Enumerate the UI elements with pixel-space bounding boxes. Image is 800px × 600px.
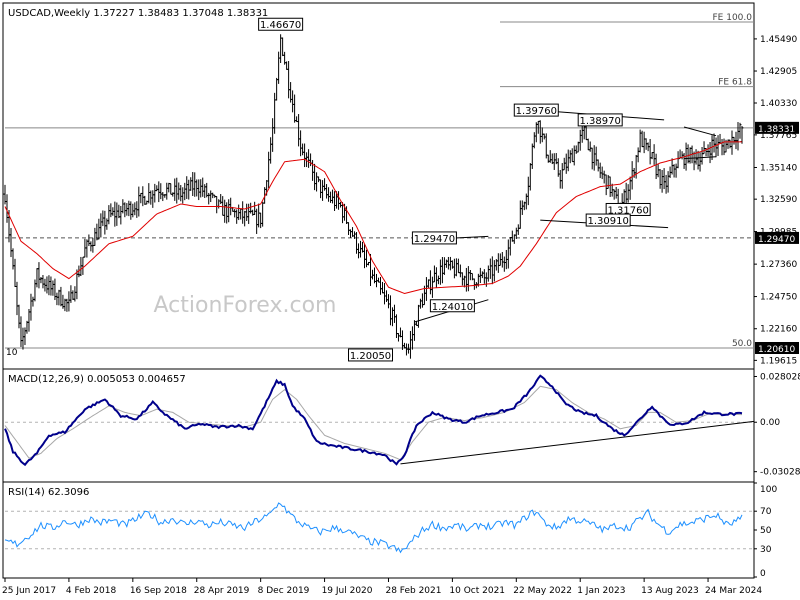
x-tick-label: 19 Jul 2020	[322, 586, 373, 596]
annotation-box	[577, 113, 623, 127]
y-tick-label: 1.19615	[760, 356, 797, 366]
rsi-y-tick-label: 50	[760, 526, 772, 536]
trendline	[683, 126, 717, 137]
rsi-title: RSI(14) 62.3096	[8, 487, 89, 498]
price-tag-box	[755, 231, 799, 244]
annotation-label: 1.30910	[588, 216, 629, 227]
price-panel	[2, 2, 755, 370]
annotation-box	[411, 231, 457, 245]
price-title: USDCAD,Weekly 1.37227 1.38483 1.37048 1.…	[8, 8, 268, 19]
annotation-label: 1.31760	[607, 205, 648, 216]
annotation-label: 1.20050	[350, 351, 391, 362]
y-tick-label: 1.42905	[760, 67, 797, 77]
rsi-panel	[2, 481, 755, 579]
x-tick-label: 1 Jan 2023	[577, 586, 625, 596]
annotation-label: 1.24010	[432, 302, 473, 313]
rsi-y-tick-label: 30	[760, 545, 772, 555]
y-tick-label: 1.29985	[760, 228, 797, 238]
annotation-label: 1.29470	[414, 234, 455, 245]
annotation-box	[429, 299, 475, 313]
x-tick-label: 13 Aug 2023	[641, 586, 699, 596]
y-tick-label: 1.27360	[760, 260, 797, 270]
macd-line	[4, 374, 743, 467]
x-tick-label: 10 Oct 2021	[449, 586, 505, 596]
annotation-box	[585, 213, 631, 227]
x-tick-label: 22 May 2022	[513, 586, 572, 596]
x-tick-label: 24 Mar 2024	[705, 586, 762, 596]
rsi-y-tick-label: 0	[760, 569, 766, 579]
annotation-label: 1.38970	[580, 116, 621, 127]
y-tick-label: 1.40330	[760, 99, 797, 109]
annotation-box	[348, 348, 394, 362]
y-tick-label: 1.24750	[760, 293, 797, 303]
price-tag-box	[755, 121, 799, 134]
rsi-y-tick-label: 100	[760, 485, 777, 495]
rsi-line	[4, 502, 743, 554]
annotation-box	[258, 17, 304, 31]
y-tick-label: 1.32590	[760, 195, 797, 205]
x-tick-label: 28 Feb 2021	[385, 586, 441, 596]
macd-y-tick-label: 0.028028	[760, 372, 800, 382]
moving-average-line	[4, 141, 742, 295]
annotation-box	[513, 103, 559, 117]
y-tick-label: 1.45490	[760, 35, 797, 45]
y-tick-label: 1.35140	[760, 163, 797, 173]
watermark: ActionForex.com	[154, 293, 337, 318]
price-tag: 1.20610	[758, 345, 795, 355]
level-label: FE 61.8	[718, 78, 752, 88]
trendline	[684, 156, 717, 160]
price-tag: 1.38331	[758, 125, 795, 135]
x-tick-label: 16 Sep 2018	[130, 586, 187, 596]
y-tick-label: 1.22160	[760, 325, 797, 335]
rsi-y-tick-label: 70	[760, 507, 772, 517]
x-tick-label: 25 Jun 2017	[2, 586, 56, 596]
annotation-label: 1.39760	[516, 106, 557, 117]
level-label: 50.0	[732, 339, 752, 349]
price-tag: 1.29470	[758, 235, 795, 245]
x-tick-label: 4 Feb 2018	[66, 586, 117, 596]
annotation-label: 1.46670	[260, 20, 301, 31]
price-tag-box	[755, 341, 799, 354]
macd-panel	[2, 368, 755, 483]
x-tick-label: 8 Dec 2019	[258, 586, 310, 596]
level-label: FE 100.0	[713, 13, 753, 23]
macd-title: MACD(12,26,9) 0.005053 0.004657	[8, 374, 186, 385]
macd-trendline	[400, 420, 755, 465]
x-tick-label: 28 Apr 2019	[194, 586, 250, 596]
y-tick-label: 1.37765	[760, 131, 797, 141]
left-edge-label: 10	[6, 348, 18, 358]
macd-y-tick-label: -0.030286	[760, 468, 800, 478]
macd-y-tick-label: 0.00	[760, 418, 780, 428]
macd-signal-line	[4, 385, 742, 461]
